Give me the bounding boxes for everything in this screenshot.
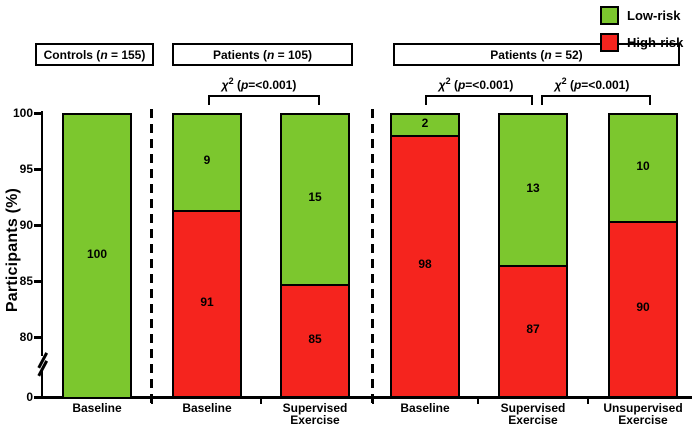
bar-segment-low-risk (172, 113, 242, 212)
comparison-bracket (425, 95, 533, 105)
bar-segment-high-risk (280, 283, 350, 399)
x-axis-tick (150, 398, 154, 404)
y-axis-tick (34, 168, 41, 171)
chi-symbol: χ (554, 78, 562, 92)
x-category-label: Baseline (47, 402, 147, 414)
group-header-box: Patients (n = 105) (172, 43, 353, 66)
x-category-label-line: Unsupervised (603, 401, 683, 415)
y-axis-tick-label: 0 (26, 390, 33, 404)
y-axis-tick-label: 95 (19, 162, 33, 176)
bar-value-low-risk: 2 (421, 115, 429, 130)
y-axis-tick-label: 80 (19, 330, 33, 344)
bar-value-low-risk: 15 (308, 190, 322, 205)
y-axis-line (40, 111, 43, 356)
x-axis-tick (259, 398, 263, 404)
bar-value-low-risk: 10 (636, 158, 650, 173)
x-category-label-line: Exercise (290, 413, 340, 425)
x-category-label-line: Exercise (618, 413, 668, 425)
y-axis-tick (34, 336, 41, 339)
legend-item-label: High-risk (627, 35, 684, 50)
bar-value-high-risk: 91 (200, 294, 214, 309)
x-category-label-line: Baseline (400, 401, 450, 415)
y-axis-tick (34, 396, 41, 399)
comparison-chi-square-label: χ2 (p=<0.001) (221, 76, 297, 92)
p-symbol: p (240, 78, 249, 92)
x-category-label-line: Supervised (282, 401, 348, 415)
x-category-label: Baseline (157, 402, 257, 414)
x-category-label: Supervised Exercise (265, 402, 365, 425)
bar-value-high-risk: 98 (418, 257, 432, 272)
x-category-label-line: Baseline (72, 401, 122, 415)
comparison-bracket (541, 95, 651, 105)
comparison-bracket (208, 95, 320, 105)
y-axis-tick-label: 100 (12, 106, 33, 120)
header-n-italic: n (544, 47, 552, 62)
bar-segment-low-risk (498, 113, 568, 267)
x-category-label: Unsupervised Exercise (593, 402, 693, 425)
p-symbol: p (573, 78, 582, 92)
x-category-label-line: Supervised (500, 401, 566, 415)
legend-item-label: Low-risk (627, 8, 681, 23)
header-n-italic: n (266, 47, 275, 62)
legend: Low-risk High-risk (600, 6, 683, 60)
group-separator-dashed-line (149, 109, 153, 404)
legend-item: High-risk (600, 33, 683, 52)
y-axis-line (40, 371, 43, 398)
chi-symbol: χ (221, 78, 229, 92)
red-square-icon (600, 33, 619, 52)
header-n-italic: n (100, 47, 108, 62)
bar-segment-low-risk (608, 113, 678, 224)
p-symbol: p (457, 78, 466, 92)
x-category-label-line: Exercise (508, 413, 558, 425)
bar-segment-high-risk (608, 220, 678, 399)
bar-value-high-risk: 85 (308, 331, 322, 346)
group-header-box: Controls (n = 155) (35, 43, 154, 66)
y-axis-tick-label: 85 (19, 274, 33, 288)
bar-segment-low-risk (390, 113, 460, 137)
x-category-label: Baseline (375, 402, 475, 414)
comparison-chi-square-label: χ2 (p=<0.001) (438, 76, 514, 92)
bar-value-low-risk: 100 (86, 246, 108, 261)
chi-symbol: χ (438, 78, 446, 92)
x-category-label-line: Baseline (182, 401, 232, 415)
chi-exponent: 2 (228, 76, 234, 86)
x-category-label: Supervised Exercise (483, 402, 583, 425)
y-axis-tick (34, 224, 41, 227)
comparison-chi-square-label: χ2 (p=<0.001) (554, 76, 630, 92)
bar-value-low-risk: 9 (203, 153, 211, 168)
bar-value-low-risk: 13 (526, 180, 540, 195)
bar-value-high-risk: 90 (636, 300, 650, 315)
green-square-icon (600, 6, 619, 25)
x-axis-tick (371, 398, 375, 404)
bar-segment-low-risk (280, 113, 350, 286)
y-axis-tick-label: 90 (19, 218, 33, 232)
y-axis-tick (34, 112, 41, 115)
chi-exponent: 2 (561, 76, 567, 86)
x-axis-tick (586, 398, 590, 404)
y-axis-tick (34, 280, 41, 283)
group-separator-dashed-line (370, 109, 374, 404)
bar-segment-high-risk (172, 209, 242, 399)
legend-item: Low-risk (600, 6, 683, 25)
x-axis-line (40, 396, 692, 399)
chi-exponent: 2 (445, 76, 451, 86)
bar-segment-high-risk (390, 134, 460, 399)
x-axis-tick (476, 398, 480, 404)
bar-segment-low-risk (62, 113, 132, 399)
bar-value-high-risk: 87 (526, 322, 540, 337)
